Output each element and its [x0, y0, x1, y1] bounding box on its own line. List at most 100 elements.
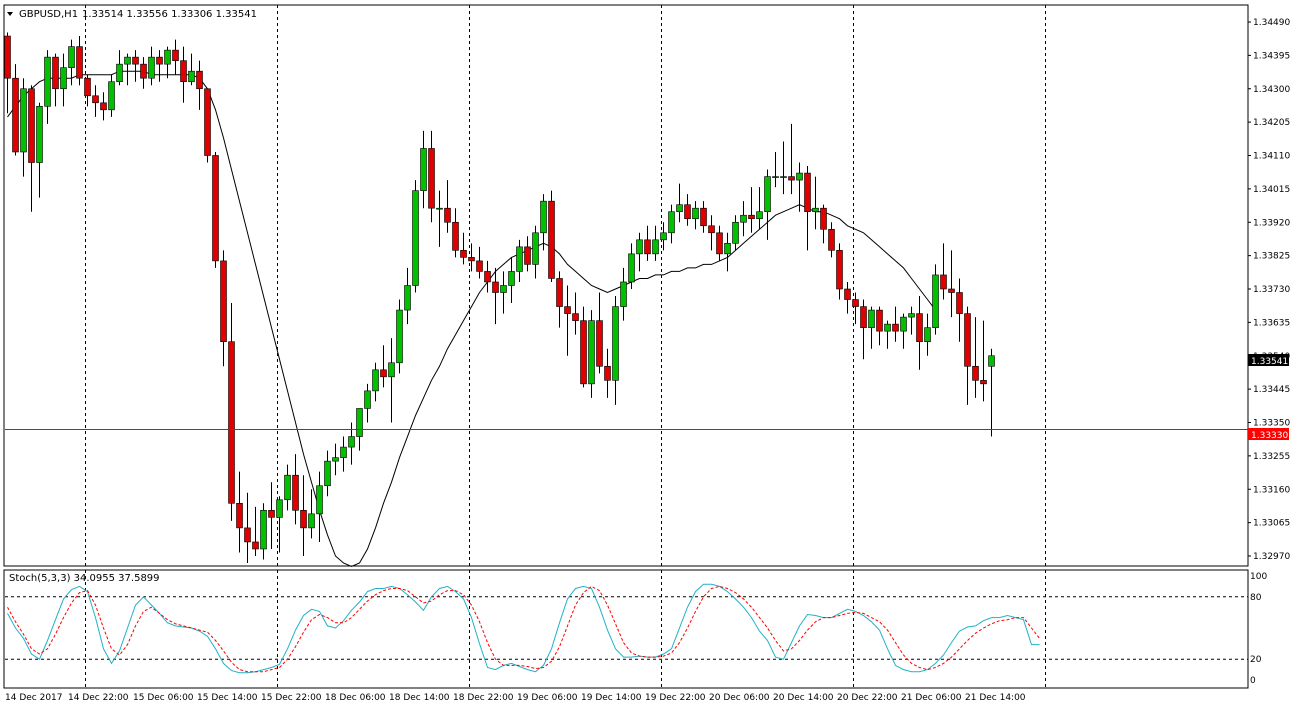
candle-body — [604, 365, 611, 381]
price-tick-label: 1.33825 — [1253, 252, 1290, 262]
candle-body — [724, 243, 731, 255]
candle-body — [44, 56, 51, 107]
stoch-tick-label: 100 — [1250, 572, 1267, 582]
candle-body — [908, 313, 915, 318]
candle-body — [380, 369, 387, 378]
candle-body — [172, 49, 179, 61]
candle-body — [452, 221, 459, 251]
candle-body — [276, 499, 283, 518]
candle-body — [108, 81, 115, 111]
candle-body — [644, 239, 651, 255]
candle-body — [548, 200, 555, 279]
current-price-tag — [1248, 354, 1289, 366]
candle-body — [620, 281, 627, 307]
candle-body — [532, 232, 539, 265]
time-tick-label: 19 Dec 22:00 — [645, 693, 706, 703]
candle-body — [236, 503, 243, 529]
price-tick-label: 1.33065 — [1253, 519, 1290, 529]
candle-body — [28, 88, 35, 163]
stoch-main-line — [7, 583, 1040, 674]
candle-body — [612, 306, 619, 381]
candle-body — [340, 446, 347, 458]
candle-body — [980, 380, 987, 385]
candle-body — [212, 155, 219, 262]
time-tick-label: 21 Dec 14:00 — [965, 693, 1026, 703]
price-tick-label: 1.33635 — [1253, 318, 1290, 328]
candle-body — [660, 232, 667, 241]
time-tick-label: 20 Dec 06:00 — [709, 693, 770, 703]
candle-body — [204, 88, 211, 156]
candle-body — [84, 77, 91, 97]
candle-body — [100, 102, 107, 111]
candle-body — [188, 70, 195, 83]
candle-body — [564, 306, 571, 314]
main-panel-border — [3, 4, 1249, 567]
candle-body — [508, 271, 515, 286]
candle-body — [228, 341, 235, 504]
candle-body — [60, 67, 67, 90]
candle-body — [332, 457, 339, 462]
price-tick-label: 1.33160 — [1253, 485, 1290, 495]
candle-body — [788, 176, 795, 181]
candle-body — [868, 309, 875, 328]
price-tick-label: 1.33730 — [1253, 285, 1290, 295]
candle-body — [12, 77, 19, 153]
candle-body — [124, 56, 131, 65]
time-tick-label: 15 Dec 14:00 — [197, 693, 258, 703]
candle-body — [348, 436, 355, 448]
candle-body — [444, 207, 451, 223]
candle-body — [4, 35, 11, 79]
candle-body — [596, 320, 603, 367]
candle-body — [764, 176, 771, 213]
stoch-label: Stoch(5,3,3) 34.0955 37.5899 — [9, 573, 160, 584]
candle-body — [676, 204, 683, 213]
candle-body — [364, 390, 371, 409]
candle-body — [916, 313, 923, 342]
stoch-panel-border — [3, 569, 1249, 689]
symbol-label: GBPUSD,H1 — [19, 9, 78, 20]
candle-body — [92, 95, 99, 104]
candle-body — [156, 56, 163, 65]
candle-body — [900, 316, 907, 332]
time-tick-label: 19 Dec 06:00 — [517, 693, 578, 703]
candle-body — [812, 207, 819, 213]
candle-body — [924, 327, 931, 342]
price-tick-label: 1.34110 — [1253, 152, 1290, 162]
candle-body — [252, 541, 259, 550]
candles-layer[interactable] — [4, 32, 995, 564]
time-tick-label: 18 Dec 06:00 — [325, 693, 386, 703]
candle-body — [140, 63, 147, 79]
candle-body — [436, 207, 443, 210]
candle-body — [804, 172, 811, 213]
candle-body — [468, 257, 475, 262]
candle-body — [356, 408, 363, 437]
stoch-tick-label: 80 — [1250, 593, 1262, 603]
chart-menu-triangle-icon[interactable] — [7, 12, 13, 16]
time-tick-label: 19 Dec 14:00 — [581, 693, 642, 703]
candle-body — [636, 239, 643, 255]
candle-body — [684, 204, 691, 220]
candle-body — [756, 211, 763, 220]
price-tick-label: 1.33920 — [1253, 218, 1290, 228]
candle-body — [300, 510, 307, 529]
price-tick-label: 1.33350 — [1253, 419, 1290, 429]
candle-body — [516, 246, 523, 272]
time-tick-label: 18 Dec 14:00 — [389, 693, 450, 703]
candle-body — [388, 362, 395, 378]
h-line-price-tag — [1248, 428, 1289, 440]
candle-body — [372, 369, 379, 392]
candle-body — [260, 510, 267, 550]
candle-body — [716, 232, 723, 255]
candle-body — [884, 323, 891, 332]
candle-body — [828, 228, 835, 251]
price-tick-label: 1.34205 — [1253, 118, 1290, 128]
candle-body — [524, 246, 531, 265]
candle-body — [428, 148, 435, 209]
ohlc-label: 1.33514 1.33556 1.33306 1.33541 — [82, 9, 257, 20]
price-tick-label: 1.34300 — [1253, 85, 1290, 95]
candle-body — [492, 281, 499, 293]
candle-body — [940, 274, 947, 290]
